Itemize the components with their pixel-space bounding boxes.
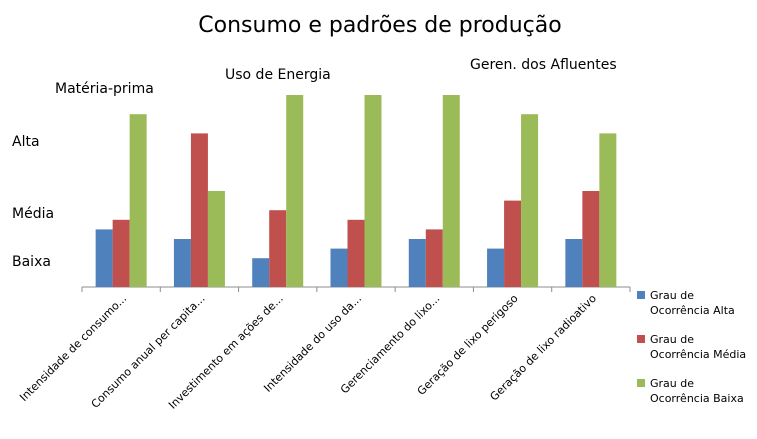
level-label-baixa: Baixa [12,254,51,270]
legend-swatch-1 [637,291,645,299]
bar-media-5 [425,229,443,287]
bar-baixa-4 [364,95,382,287]
bar-alta-3 [252,258,270,287]
chart-title: Consumo e padrões de produção [198,13,561,38]
bar-baixa-7 [599,133,617,287]
level-label-media: Média [12,206,54,222]
bar-baixa-5 [442,95,460,287]
bar-alta-1 [95,229,113,287]
bar-alta-2 [173,239,191,287]
bar-alta-7 [565,239,583,287]
group-label-materia-prima: Matéria-prima [55,81,154,97]
bar-alta-4 [330,248,348,287]
bar-alta-6 [487,248,505,287]
bar-baixa-2 [207,191,225,287]
bar-media-3 [269,210,287,287]
group-label-uso-de-energia: Uso de Energia [225,67,331,83]
bar-media-6 [504,200,522,287]
group-label-geren-afluentes: Geren. dos Afluentes [470,57,617,73]
bar-baixa-3 [286,95,304,287]
bar-baixa-1 [129,114,147,287]
legend-label-2: Grau de Ocorrência Média [650,333,746,361]
legend-swatch-3 [637,379,645,387]
category-labels-group: Intensidade de consumo...Consumo anual p… [17,292,599,412]
bar-media-1 [112,219,130,287]
bar-alta-5 [408,239,426,287]
bar-baixa-6 [521,114,539,287]
legend-label-1: Grau de Ocorrência Alta [650,289,735,317]
legend-swatch-2 [637,335,645,343]
legend-label-3: Grau de Ocorrência Baixa [650,377,744,405]
bar-media-7 [582,191,600,287]
legend: Grau de Ocorrência Alta Grau de Ocorrência … [637,289,746,405]
bar-media-2 [190,133,208,287]
level-label-alta: Alta [12,134,40,150]
x-ticks-group [81,287,631,292]
bar-media-4 [347,219,365,287]
bars-group [95,95,617,287]
